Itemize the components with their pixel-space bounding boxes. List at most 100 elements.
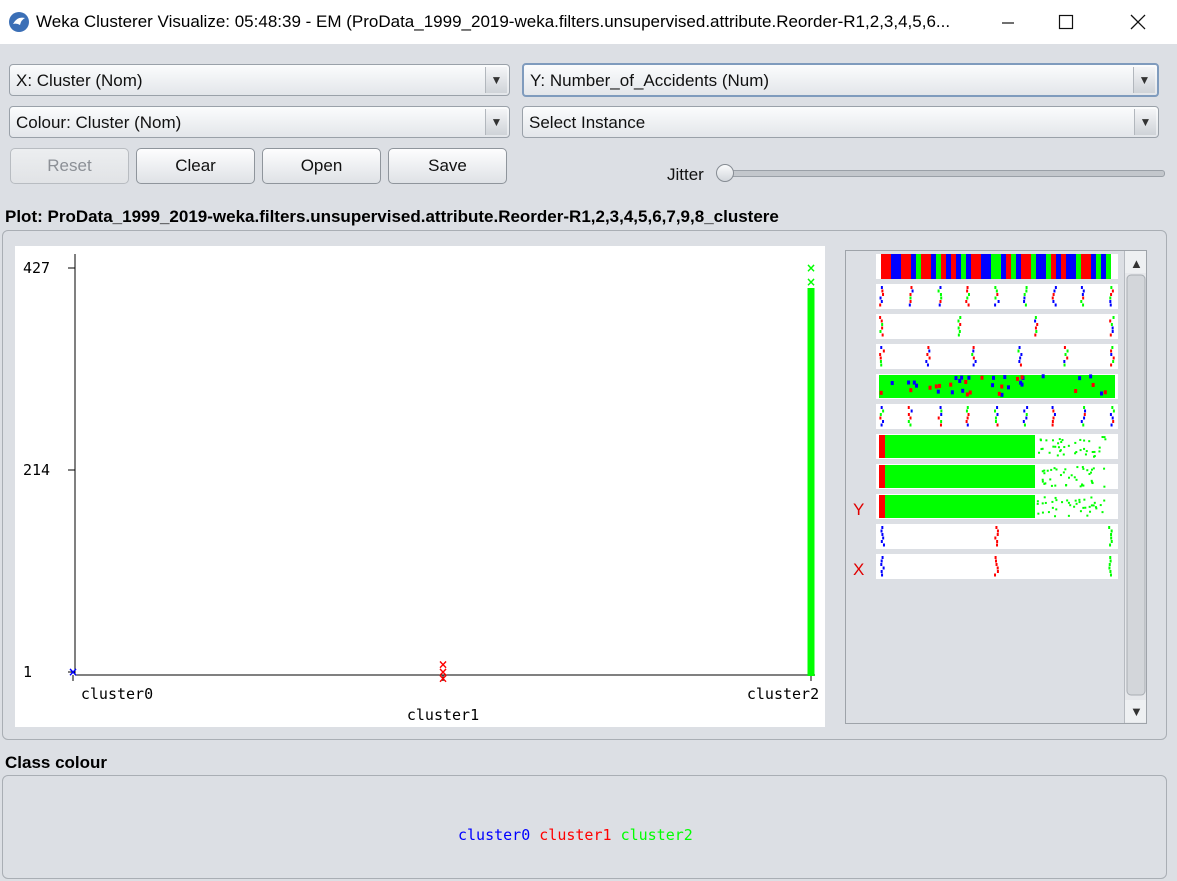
data-point-cluster2[interactable]: ××× bbox=[806, 261, 816, 679]
matrix-thumbnail[interactable] bbox=[876, 404, 1118, 429]
matrix-point bbox=[972, 363, 975, 367]
matrix-point bbox=[1054, 496, 1057, 499]
clear-button[interactable]: Clear bbox=[136, 148, 255, 184]
matrix-point bbox=[881, 326, 884, 330]
matrix-point bbox=[1001, 254, 1006, 279]
matrix-point bbox=[951, 254, 956, 279]
maximize-button[interactable] bbox=[1037, 0, 1095, 44]
matrix-point bbox=[921, 254, 926, 279]
reset-button[interactable]: Reset bbox=[10, 148, 129, 184]
matrix-point bbox=[1086, 254, 1091, 279]
matrix-point bbox=[937, 289, 940, 293]
matrix-point bbox=[910, 286, 913, 289]
class-colour-item[interactable]: cluster1 bbox=[539, 826, 612, 844]
matrix-point bbox=[996, 533, 999, 536]
matrix-point bbox=[991, 383, 995, 388]
matrix-thumbnail[interactable] bbox=[876, 434, 1118, 459]
matrix-point bbox=[1054, 515, 1057, 518]
matrix-point bbox=[1062, 471, 1065, 474]
matrix-point bbox=[1082, 423, 1085, 427]
y-tick-label: 214 bbox=[23, 461, 50, 479]
matrix-point bbox=[1088, 505, 1091, 508]
matrix-thumbnail[interactable] bbox=[876, 464, 1118, 489]
close-button[interactable] bbox=[1109, 0, 1167, 44]
class-colour-item[interactable]: cluster2 bbox=[620, 826, 693, 844]
data-point-cluster0[interactable]: × bbox=[68, 665, 78, 679]
matrix-thumbnail[interactable] bbox=[876, 524, 1118, 549]
y-tick-label: 1 bbox=[23, 663, 32, 681]
matrix-point bbox=[1037, 512, 1040, 515]
matrix-thumbnail[interactable] bbox=[876, 344, 1118, 369]
scroll-up-button[interactable] bbox=[1125, 251, 1146, 273]
matrix-point bbox=[1044, 482, 1047, 485]
scatter-plot[interactable]: 427 214 1 cluster0 cluster1 cluster2 × × × × × × × bbox=[15, 246, 825, 727]
matrix-point bbox=[965, 409, 968, 413]
select-instance-select[interactable]: Select Instance ▼ bbox=[522, 106, 1159, 138]
matrix-point bbox=[1081, 254, 1086, 279]
matrix-point bbox=[907, 413, 910, 416]
matrix-point bbox=[994, 416, 997, 420]
matrix-point bbox=[1080, 300, 1083, 303]
matrix-point bbox=[996, 570, 999, 573]
matrix-point bbox=[1112, 360, 1115, 363]
matrix-point bbox=[936, 389, 940, 394]
matrix-point bbox=[1057, 446, 1060, 449]
matrix-thumbnail[interactable] bbox=[876, 374, 1118, 399]
matrix-point bbox=[1086, 514, 1089, 517]
matrix-point bbox=[928, 349, 931, 353]
matrix-point bbox=[1041, 511, 1044, 514]
x-marker: × bbox=[806, 275, 816, 289]
matrix-point bbox=[1041, 374, 1045, 379]
data-point-cluster1[interactable]: ××× bbox=[438, 657, 448, 685]
matrix-point bbox=[1091, 382, 1095, 387]
y-axis-select[interactable]: Y: Number_of_Accidents (Num) ▼ bbox=[522, 63, 1159, 97]
colour-select[interactable]: Colour: Cluster (Nom) ▼ bbox=[9, 106, 510, 138]
save-button[interactable]: Save bbox=[388, 148, 507, 184]
matrix-thumbnail[interactable] bbox=[876, 554, 1118, 579]
x-axis-select[interactable]: X: Cluster (Nom) ▼ bbox=[9, 64, 510, 96]
class-colour-item[interactable]: cluster0 bbox=[458, 826, 531, 844]
matrix-point bbox=[972, 349, 975, 353]
matrix-point bbox=[1034, 316, 1037, 319]
matrix-point bbox=[1053, 467, 1056, 470]
matrix-point bbox=[1054, 286, 1057, 289]
matrix-point bbox=[910, 409, 913, 413]
matrix-point bbox=[1017, 349, 1020, 353]
scroll-down-button[interactable] bbox=[1125, 700, 1146, 722]
matrix-point bbox=[996, 254, 1001, 279]
matrix-scrollbar[interactable]: ▲ ▼ bbox=[1124, 251, 1146, 723]
matrix-point bbox=[1046, 469, 1049, 472]
matrix-point bbox=[881, 556, 884, 559]
matrix-point bbox=[974, 360, 977, 363]
matrix-point bbox=[1051, 439, 1054, 442]
matrix-point bbox=[1034, 333, 1037, 337]
matrix-point bbox=[891, 254, 896, 279]
minimize-button[interactable] bbox=[979, 0, 1037, 44]
matrix-point bbox=[966, 286, 969, 289]
matrix-point bbox=[1041, 254, 1046, 279]
matrix-thumbnail[interactable] bbox=[876, 254, 1118, 279]
attribute-matrix-panel[interactable]: Y X bbox=[845, 250, 1147, 724]
open-button[interactable]: Open bbox=[262, 148, 381, 184]
matrix-point bbox=[1084, 409, 1087, 413]
maximize-icon bbox=[1058, 14, 1074, 30]
jitter-slider-thumb[interactable] bbox=[716, 164, 734, 182]
matrix-thumbnail[interactable] bbox=[876, 314, 1118, 339]
matrix-point bbox=[995, 289, 998, 293]
matrix-point bbox=[994, 536, 997, 540]
matrix-point bbox=[996, 540, 999, 543]
scrollbar-thumb[interactable] bbox=[1126, 274, 1146, 696]
matrix-point bbox=[957, 326, 960, 330]
jitter-slider[interactable] bbox=[718, 170, 1165, 177]
matrix-thumbnail[interactable] bbox=[876, 494, 1118, 519]
matrix-point bbox=[1050, 468, 1053, 471]
matrix-point bbox=[956, 254, 961, 279]
matrix-point bbox=[1075, 478, 1078, 481]
matrix-point bbox=[907, 406, 910, 409]
matrix-point bbox=[957, 319, 960, 323]
class-colour-legend: cluster0 cluster1 cluster2 bbox=[458, 826, 693, 844]
matrix-point bbox=[1043, 469, 1046, 472]
matrix-point bbox=[912, 380, 916, 385]
matrix-thumbnail[interactable] bbox=[876, 284, 1118, 309]
matrix-point bbox=[1109, 543, 1112, 547]
